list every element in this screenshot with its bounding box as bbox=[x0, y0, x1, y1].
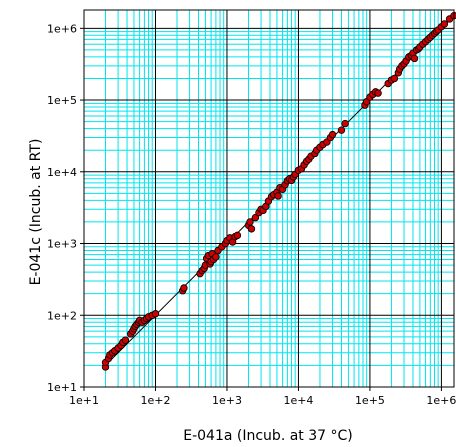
data-point bbox=[374, 89, 382, 97]
data-point bbox=[341, 119, 349, 128]
data-point bbox=[151, 310, 160, 318]
x-tick-label: 1e+2 bbox=[140, 394, 170, 407]
major-grid bbox=[83, 10, 454, 388]
x-tick-label: 1e+4 bbox=[283, 394, 313, 407]
y-tick-label: 1e+5 bbox=[47, 94, 77, 107]
data-point bbox=[247, 225, 256, 233]
data-point bbox=[337, 126, 346, 134]
y-tick-label: 1e+4 bbox=[47, 166, 77, 179]
x-axis-title: E-041a (Incub. at 37 °C) bbox=[183, 428, 353, 444]
data-point bbox=[274, 192, 282, 200]
y-axis-ticks: 1e+1 1e+2 1e+3 1e+4 1e+5 1e+6 bbox=[47, 22, 84, 394]
minor-grid bbox=[84, 10, 454, 387]
y-tick-label: 1e+1 bbox=[47, 381, 77, 394]
data-point bbox=[251, 213, 260, 222]
data-point bbox=[233, 231, 242, 240]
y-tick-label: 1e+6 bbox=[47, 22, 77, 35]
data-point bbox=[390, 74, 399, 83]
data-point bbox=[410, 54, 419, 63]
data-point bbox=[328, 130, 337, 139]
data-point bbox=[450, 11, 456, 20]
data-point bbox=[180, 284, 188, 292]
y-tick-label: 1e+3 bbox=[47, 238, 77, 251]
x-tick-label: 1e+6 bbox=[426, 394, 456, 407]
data-point bbox=[121, 336, 130, 344]
plot-frame bbox=[83, 9, 455, 388]
data-point bbox=[212, 253, 220, 261]
x-tick-label: 1e+5 bbox=[355, 394, 385, 407]
y-tick-label: 1e+2 bbox=[47, 309, 77, 322]
x-tick-label: 1e+3 bbox=[212, 394, 242, 407]
data-point bbox=[246, 218, 254, 226]
data-point bbox=[440, 20, 449, 28]
x-tick-label: 1e+1 bbox=[69, 394, 99, 407]
y-axis-title: E-041c (Incub. at RT) bbox=[28, 139, 44, 286]
x-axis-ticks: 1e+1 1e+2 1e+3 1e+4 1e+5 1e+6 bbox=[69, 387, 456, 407]
data-points bbox=[101, 11, 456, 371]
